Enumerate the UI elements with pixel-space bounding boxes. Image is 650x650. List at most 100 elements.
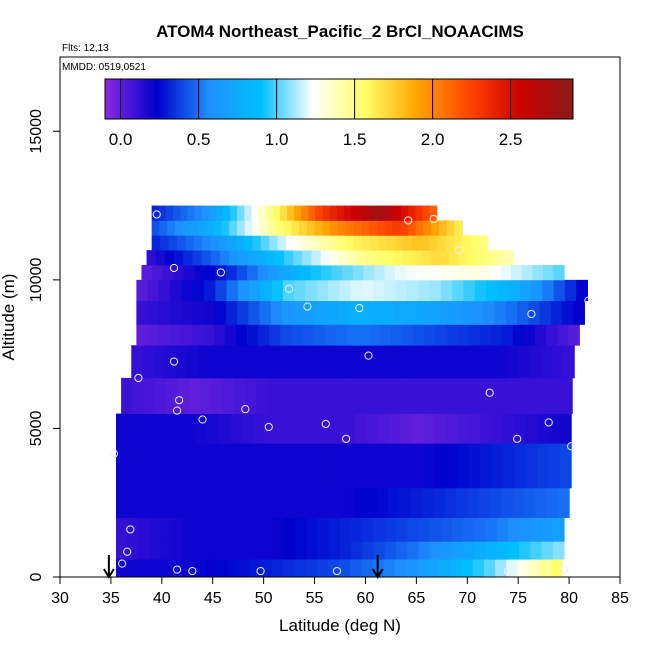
heatmap-cell: [237, 300, 249, 325]
heatmap-cell: [445, 235, 455, 251]
heatmap-cell: [279, 205, 288, 221]
heatmap-cell: [496, 345, 509, 379]
heatmap-cell: [182, 559, 195, 577]
heatmap-cell: [514, 443, 527, 489]
sample-point: [503, 566, 513, 576]
heatmap-cell: [502, 413, 515, 444]
heatmap-cell: [505, 300, 518, 325]
y-tick-label: 0: [28, 572, 45, 581]
heatmap-cell: [403, 377, 415, 414]
heatmap-cell: [293, 300, 305, 325]
heatmap-cell: [164, 250, 175, 266]
heatmap-cell: [361, 220, 370, 236]
heatmap-cell: [418, 541, 431, 560]
heatmap-cell: [559, 413, 572, 444]
heatmap-cell: [302, 235, 312, 251]
x-tick-label: 85: [611, 590, 629, 607]
heatmap-cell: [458, 265, 470, 281]
heatmap-cell: [171, 559, 184, 577]
heatmap-cell: [330, 220, 339, 236]
heatmap-cell: [184, 413, 197, 444]
heatmap-cell: [267, 377, 280, 414]
heatmap-cell: [306, 541, 319, 560]
colorbar-gradient: [104, 78, 574, 120]
heatmap-cell: [149, 559, 162, 577]
heatmap-cell: [153, 345, 166, 379]
heatmap-cell: [208, 345, 221, 379]
heatmap-cell: [332, 413, 345, 444]
heatmap-cell: [194, 205, 203, 221]
heatmap-cell: [384, 265, 396, 281]
heatmap-cell: [429, 279, 442, 302]
sample-point: [544, 418, 553, 427]
heatmap-cell: [180, 324, 193, 346]
heatmap-cell: [457, 324, 470, 346]
heatmap-cell: [195, 487, 208, 518]
heatmap-cell: [138, 487, 151, 518]
heatmap-cell: [489, 487, 502, 518]
heatmap-cell: [221, 220, 230, 236]
heatmap-cell: [202, 235, 212, 251]
sample-point: [169, 263, 179, 273]
heatmap-cell: [216, 517, 229, 542]
heatmap-cell: [297, 345, 310, 379]
heatmap-cell: [172, 541, 184, 560]
heatmap-cell: [441, 345, 453, 379]
heatmap-cell: [463, 541, 475, 560]
heatmap-cell: [146, 250, 157, 266]
heatmap-cell: [431, 220, 440, 236]
heatmap-cell: [340, 517, 352, 542]
heatmap-cell: [172, 413, 185, 444]
heatmap-cell: [491, 443, 504, 489]
heatmap-cell: [177, 377, 190, 414]
heatmap-cell: [183, 250, 193, 266]
heatmap-cell: [508, 279, 521, 302]
heatmap-cell: [238, 559, 251, 577]
heatmap-cell: [366, 413, 379, 444]
heatmap-cell: [151, 220, 160, 236]
heatmap-cell: [127, 541, 139, 560]
heatmap-cell: [194, 559, 206, 577]
heatmap-cell: [518, 345, 531, 379]
heatmap-cell: [449, 300, 462, 325]
heatmap-cell: [444, 487, 457, 518]
heatmap-cell: [461, 300, 473, 325]
heatmap-cell: [401, 205, 409, 221]
heatmap-cell: [501, 487, 514, 518]
heatmap-cell: [392, 220, 401, 236]
heatmap-cell: [215, 279, 228, 302]
heatmap-cell: [363, 265, 375, 281]
heatmap-cell: [341, 345, 354, 379]
heatmap-cell: [514, 413, 527, 444]
heatmap-cell: [277, 235, 287, 251]
heatmap-cell: [363, 345, 376, 379]
heatmap-cell: [286, 443, 299, 489]
heatmap-cell: [291, 220, 300, 236]
heatmap-cell: [536, 443, 549, 489]
heatmap-cell: [462, 235, 472, 251]
heatmap-cell: [242, 345, 254, 379]
heatmap-cell: [395, 235, 405, 251]
heatmap-cell: [529, 345, 542, 379]
heatmap-cell: [149, 517, 162, 542]
heatmap-cell: [263, 443, 276, 489]
heatmap-cell: [274, 250, 285, 266]
heatmap-cell: [384, 517, 397, 542]
heatmap-cell: [344, 235, 354, 251]
heatmap-cell: [290, 377, 303, 414]
heatmap-cell: [201, 205, 210, 221]
heatmap-cell: [433, 487, 446, 518]
heatmap-cell: [336, 205, 345, 221]
heatmap-cell: [423, 413, 436, 444]
heatmap-cell: [207, 413, 220, 444]
heatmap-cell: [452, 517, 464, 542]
heatmap-cell: [158, 279, 171, 302]
heatmap-cell: [158, 205, 167, 221]
heatmap-cell: [568, 324, 580, 346]
heatmap-cell: [308, 205, 317, 221]
heatmap-cell: [295, 517, 307, 542]
heatmap-cell: [260, 559, 273, 577]
heatmap-cell: [249, 279, 262, 302]
heatmap-cell: [208, 205, 217, 221]
heatmap-cell: [228, 517, 240, 542]
